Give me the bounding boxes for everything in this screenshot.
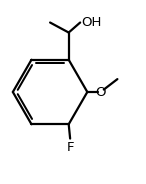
Text: O: O bbox=[95, 86, 105, 98]
Text: F: F bbox=[66, 141, 74, 154]
Text: OH: OH bbox=[81, 16, 101, 29]
